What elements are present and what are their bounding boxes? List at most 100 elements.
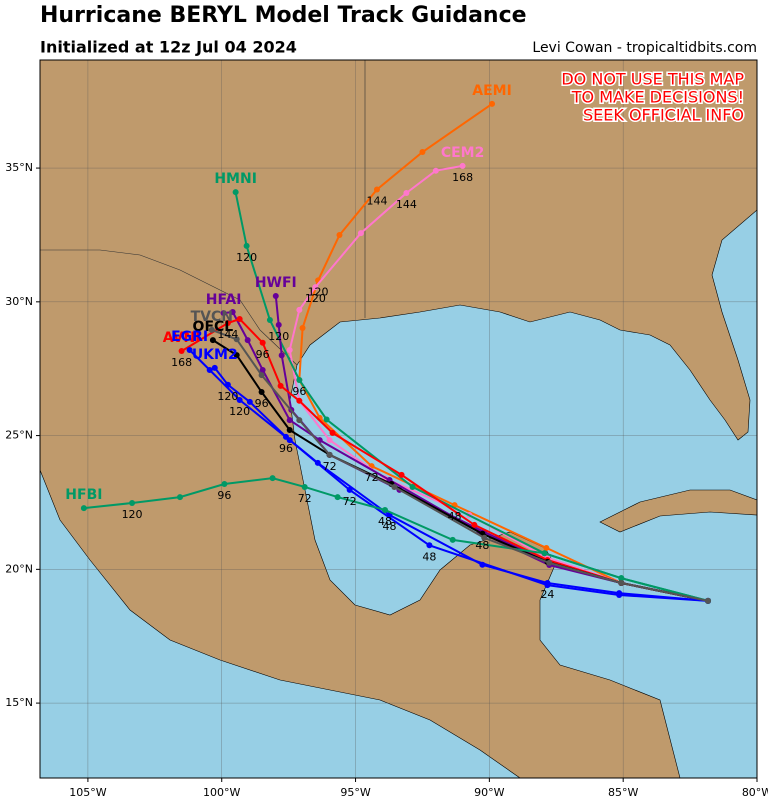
x-tick-label: 85°W: [608, 786, 638, 799]
track-point: [546, 559, 553, 566]
warning: DO NOT USE THIS MAP: [561, 70, 744, 89]
track-point: [244, 337, 251, 344]
track-point: [381, 506, 388, 513]
track-point: [272, 292, 279, 299]
track-point: [178, 348, 185, 355]
track-point: [616, 590, 623, 597]
track-point: [224, 381, 231, 388]
track-point: [282, 433, 289, 440]
track-point: [398, 471, 405, 478]
track: [211, 328, 709, 602]
track-point: [277, 382, 284, 389]
track-point: [224, 319, 231, 326]
hour-label: 72: [298, 492, 312, 505]
hour-label: 144: [217, 328, 238, 341]
track-point: [233, 336, 240, 343]
track-point: [409, 483, 416, 490]
track-point: [286, 417, 293, 424]
track-point: [544, 579, 551, 586]
hour-label: 120: [229, 405, 250, 418]
track-name: AVNI: [163, 330, 201, 346]
track: [288, 164, 709, 602]
hour-label: 48: [448, 510, 462, 523]
gulf-and-caribbean: [289, 209, 758, 779]
track-point: [323, 416, 330, 423]
track-point: [543, 544, 550, 551]
pacific: [39, 469, 521, 779]
track-point: [209, 337, 216, 344]
track-point: [278, 352, 285, 359]
track-name: HFBI: [65, 487, 102, 503]
track-point: [208, 326, 215, 333]
track-point: [243, 242, 250, 249]
y-tick-label: 25°N: [5, 429, 33, 442]
track: [214, 367, 709, 602]
track-point: [229, 308, 236, 315]
hour-label: 72: [323, 460, 337, 473]
track-point: [541, 550, 548, 557]
hour-label: 96: [292, 385, 306, 398]
chart-title: Hurricane BERYL Model Track Guidance: [40, 3, 527, 28]
plot: 48 72 96 120 144 AEMI 120 144 168 CEM2 120 HMNI 120 H…: [36, 60, 758, 782]
track-name: UKM2: [192, 347, 238, 363]
track-point: [326, 437, 333, 444]
track-point: [459, 162, 466, 169]
track-name: AEMI: [472, 83, 512, 99]
track-point: [432, 167, 439, 174]
track-point: [329, 429, 336, 436]
track-point: [266, 317, 273, 324]
x-tick-label: 100°W: [203, 786, 240, 799]
track-point: [326, 451, 333, 458]
hour-label: 144: [396, 198, 417, 211]
track-point: [419, 149, 426, 156]
y-tick-label: 35°N: [5, 161, 33, 174]
track-point: [618, 579, 625, 586]
track-point: [299, 325, 306, 332]
track-point: [481, 534, 488, 541]
track-point: [246, 398, 253, 405]
hour-label: 96: [279, 442, 293, 455]
track-point: [296, 376, 303, 383]
hour-label: 96: [217, 489, 231, 502]
hour-label: 72: [365, 471, 379, 484]
hour-label: 120: [122, 508, 143, 521]
hour-label: 96: [256, 348, 270, 361]
track-name: HWFI: [255, 275, 297, 291]
track-point: [258, 388, 265, 395]
hour-label: 120: [268, 330, 289, 343]
track-point: [357, 230, 364, 237]
track-point: [221, 481, 228, 488]
x-tick-label: 105°W: [69, 786, 106, 799]
track-point: [471, 521, 478, 528]
hour-label: 168: [171, 356, 192, 369]
track-point: [80, 505, 87, 512]
track-point: [211, 364, 218, 371]
track-name: HMNI: [214, 171, 257, 187]
track-point: [336, 231, 343, 238]
track-point: [426, 542, 433, 549]
x-tick-label: 90°W: [474, 786, 504, 799]
track-name: CEM2: [441, 145, 485, 161]
track-point: [296, 417, 303, 424]
track-name: OFCL: [193, 319, 234, 335]
track-point: [206, 367, 213, 374]
track-point: [479, 561, 486, 568]
track: [83, 477, 709, 602]
track-point: [220, 310, 227, 317]
track-name: EGRI: [171, 329, 208, 345]
y-tick-label: 15°N: [5, 696, 33, 709]
hour-label: 24: [540, 588, 554, 601]
track-point: [286, 426, 293, 433]
track-point: [334, 494, 341, 501]
hour-label: 120: [308, 285, 329, 298]
track-point: [269, 475, 276, 482]
track-point: [449, 536, 456, 543]
hour-label: 48: [378, 515, 392, 528]
track-point: [301, 483, 308, 490]
hour-label: 72: [343, 495, 357, 508]
track-point: [489, 100, 496, 107]
border: [40, 249, 298, 366]
hour-label: 48: [475, 539, 489, 552]
y-tick-label: 30°N: [5, 295, 33, 308]
track-point: [232, 189, 239, 196]
